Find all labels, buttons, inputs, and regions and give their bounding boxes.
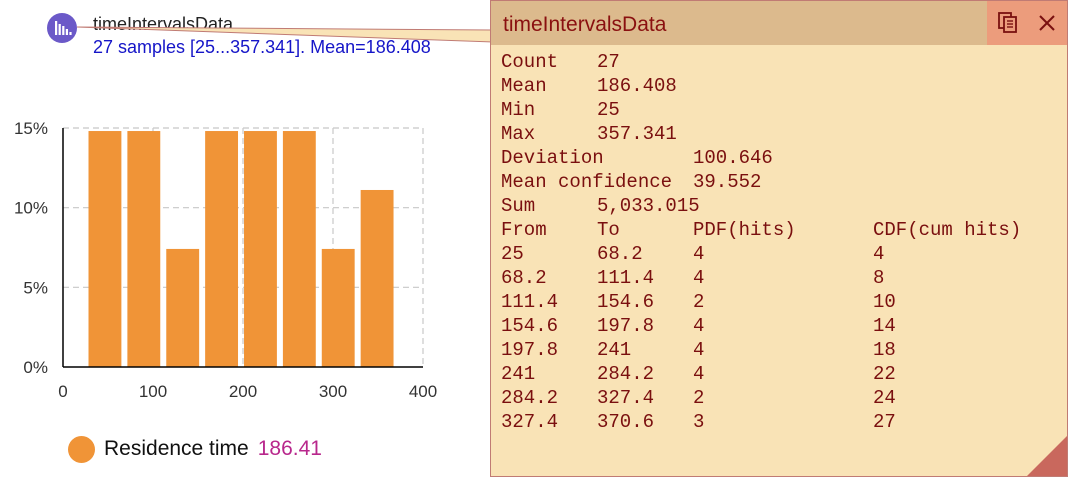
histogram-chart: 0% 5% 10% 15% 0 100 200 300 400 [14,119,437,401]
table-cell: 18 [873,339,896,361]
chart-axes [62,128,423,368]
stat-value: 5,033.015 [597,195,700,217]
stat-value: 186.408 [597,75,677,97]
stat-value: 25 [597,99,620,121]
x-tick-label: 300 [319,382,347,401]
table-cell: 4 [873,243,885,265]
histogram-bar [244,131,277,367]
table-cell: 111.4 [597,267,655,289]
table-cell: 4 [693,363,705,385]
table-cell: 4 [693,243,705,265]
table-cell: 8 [873,267,885,289]
table-cell: 197.8 [501,339,559,361]
table-cell: 154.6 [501,315,559,337]
stat-label: Sum [501,195,536,217]
y-tick-label: 15% [14,119,48,138]
chart-legend: Residence time 186.41 [68,435,322,463]
legend-value: 186.41 [257,437,322,460]
table-header-cell: PDF(hits) [693,219,796,241]
table-header-cell: CDF(cum hits) [873,219,1022,241]
close-button[interactable] [1033,9,1061,37]
window-title: timeIntervalsData [503,13,667,36]
x-tick-label: 400 [409,382,437,401]
y-tick-label: 0% [23,358,48,377]
copy-button[interactable] [993,9,1023,37]
table-cell: 284.2 [501,387,559,409]
stat-value: 27 [597,51,620,73]
dataset-title[interactable]: timeIntervalsData [93,14,234,34]
table-cell: 4 [693,339,705,361]
statistics-window[interactable]: timeIntervalsData Count 27 Mean 186.408 Min 2… [490,0,1068,477]
histogram-bar [282,131,316,367]
stat-label: Max [501,123,536,145]
stat-label: Deviation [501,147,604,169]
stat-label: Min [501,99,536,121]
window-controls [987,1,1067,45]
table-cell: 4 [693,315,705,337]
x-tick-label: 0 [58,382,67,401]
table-cell: 24 [873,387,896,409]
y-tick-label: 10% [14,199,48,218]
stat-value: 39.552 [693,171,762,193]
table-cell: 197.8 [597,315,655,337]
table-header-cell: To [597,219,620,241]
table-cell: 327.4 [501,411,559,433]
legend-swatch [68,435,95,463]
table-header-cell: From [501,219,547,241]
x-tick-label: 200 [229,382,257,401]
histogram-dataset-icon[interactable] [47,13,77,43]
x-tick-label: 100 [139,382,167,401]
stat-label: Mean confidence [501,171,673,193]
dataset-summary: 27 samples [25...357.341]. Mean=186.408 [93,37,431,57]
stat-label: Count [501,51,559,73]
table-cell: 14 [873,315,896,337]
table-cell: 10 [873,291,896,313]
table-cell: 68.2 [597,243,643,265]
chart-bars [88,131,394,367]
table-cell: 370.6 [597,411,655,433]
table-cell: 25 [501,243,524,265]
copy-icon [998,12,1017,33]
table-cell: 111.4 [501,291,559,313]
stat-value: 100.646 [693,147,773,169]
chart-tick-labels: 0% 5% 10% 15% 0 100 200 300 400 [14,119,437,401]
histogram-bar [321,248,355,367]
histogram-panel: timeIntervalsData 27 samples [25...357.3… [0,0,490,479]
table-cell: 2 [693,387,705,409]
table-cell: 3 [693,411,705,433]
table-cell: 241 [597,339,632,361]
histogram-bar [88,131,122,367]
stat-label: Mean [501,75,547,97]
close-icon [1039,15,1055,31]
legend-label: Residence time [104,437,249,460]
table-cell: 284.2 [597,363,655,385]
histogram-bar [205,131,239,367]
window-header[interactable]: timeIntervalsData [491,1,1067,45]
table-cell: 2 [693,291,705,313]
table-cell: 4 [693,267,705,289]
table-cell: 154.6 [597,291,655,313]
table-cell: 327.4 [597,387,655,409]
table-cell: 241 [501,363,536,385]
table-cell: 68.2 [501,267,547,289]
table-cell: 22 [873,363,896,385]
table-cell: 27 [873,411,896,433]
stat-value: 357.341 [597,123,677,145]
resize-handle[interactable] [1027,436,1067,476]
y-tick-label: 5% [23,278,48,297]
histogram-bar [166,248,200,367]
histogram-bar [127,131,161,367]
histogram-bar [360,189,394,367]
